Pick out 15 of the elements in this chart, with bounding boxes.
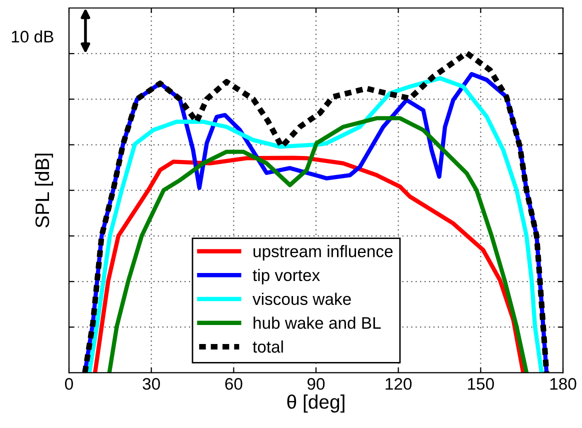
x-tick-label: 150 — [468, 378, 494, 390]
x-tick-label: 30 — [142, 378, 160, 390]
legend-label: hub wake and BL — [254, 316, 381, 329]
x-tick-label: 90 — [308, 378, 325, 390]
x-axis-title: θ [deg] — [287, 394, 344, 413]
legend-label: total — [252, 340, 283, 353]
x-tick-label: 180 — [550, 378, 576, 390]
legend-label: viscous wake — [252, 292, 351, 305]
text: 10 dB — [12, 30, 54, 43]
legend-label: tip vortex — [252, 268, 320, 284]
y-axis-title: SPL [dB] — [34, 154, 54, 228]
x-tick-label: 120 — [386, 378, 412, 390]
x-tick-label: 60 — [225, 378, 242, 390]
legend-label: upstream influence — [254, 245, 393, 261]
x-tick-label: 0 — [65, 378, 73, 390]
